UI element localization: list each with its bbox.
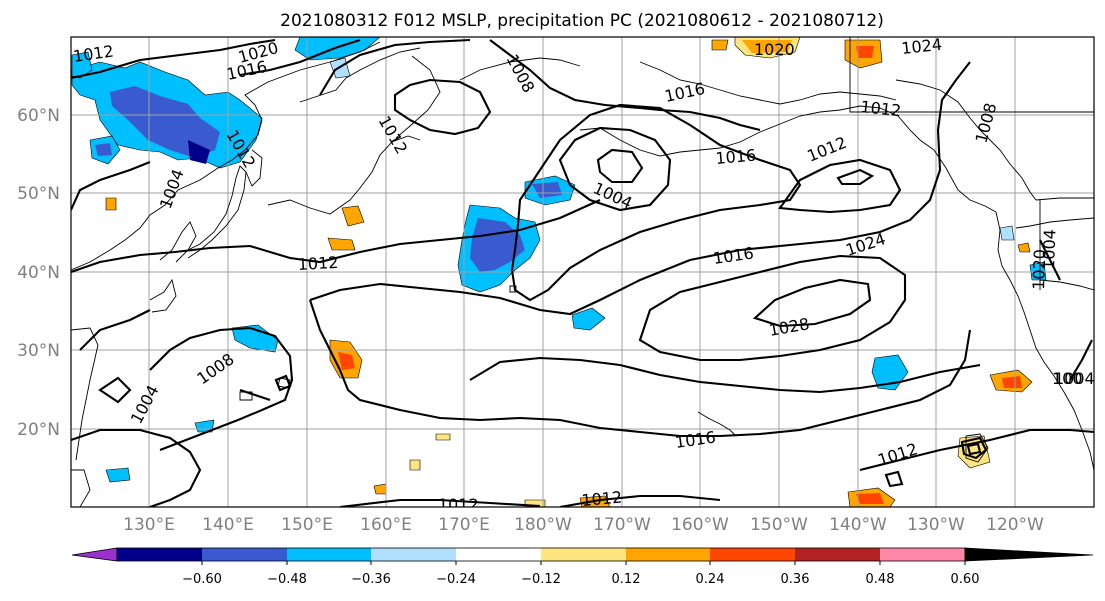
lon-label: 170°E [438, 515, 490, 535]
precip-negative-area [571, 307, 606, 331]
colorbar-label: 0.12 [612, 572, 641, 587]
latitude-labels: 60°N 50°N 40°N 30°N 20°N [17, 106, 60, 440]
colorbar-label: 0.24 [696, 572, 725, 587]
precip-positive-core [856, 493, 884, 504]
lon-label: 170°W [593, 515, 651, 535]
colorbar: −0.60 −0.48 −0.36 −0.24 −0.12 0.12 0.24 … [71, 547, 1094, 587]
isobar-label: 1012 [860, 97, 902, 120]
precip-negative-area [105, 467, 131, 483]
figure-title: 2021080312 F012 MSLP, precipitation PC (… [280, 11, 884, 31]
precip-positive-core [338, 352, 355, 370]
isobar-label: 1016 [715, 146, 757, 168]
lon-label: 140°E [202, 515, 254, 535]
isobar-label: 1020 [754, 40, 795, 59]
lon-label: 130°W [907, 515, 965, 535]
lon-label: 150°E [281, 515, 333, 535]
isobars [71, 38, 1094, 507]
lon-label: 140°W [829, 515, 887, 535]
colorbar-label: −0.24 [436, 572, 476, 587]
isobar-label: 1012 [438, 495, 479, 514]
lat-label: 40°N [17, 263, 60, 283]
precip-positive-area [327, 237, 356, 251]
isobar-label: 1004 [1054, 369, 1095, 388]
isobar-label: 1024 [900, 35, 942, 58]
lon-label: 160°W [671, 515, 729, 535]
precip-positive-area [711, 39, 729, 51]
colorbar-segment [117, 548, 202, 561]
colorbar-segment [710, 548, 795, 561]
precip-positive-core [856, 46, 874, 58]
colorbar-label: −0.36 [351, 572, 391, 587]
colorbar-label: −0.60 [182, 572, 222, 587]
colorbar-segment [287, 548, 371, 561]
colorbar-segment [626, 548, 710, 561]
precip-negative-core [532, 182, 562, 198]
lon-label: 160°E [360, 515, 412, 535]
colorbar-label: −0.12 [521, 572, 561, 587]
precip-positive-area [1017, 242, 1031, 253]
colorbar-label: 0.60 [951, 572, 980, 587]
colorbar-segment [795, 548, 880, 561]
colorbar-segment [456, 548, 541, 561]
map-frame [70, 36, 1095, 508]
colorbar-ticks [201, 561, 966, 565]
colorbar-label: 0.48 [866, 572, 895, 587]
colorbar-label: −0.48 [267, 572, 307, 587]
isobar-label: 1020 [1029, 249, 1049, 290]
precip-positive-core [1002, 376, 1022, 388]
colorbar-segment [541, 548, 626, 561]
precip-negative-area [999, 225, 1015, 241]
colorbar-labels: −0.60 −0.48 −0.36 −0.24 −0.12 0.12 0.24 … [182, 572, 979, 587]
coastlines [71, 37, 1094, 507]
precip-negative-area [1029, 261, 1047, 281]
precip-positive-area [409, 459, 421, 471]
precip-negative-core [188, 140, 210, 164]
precip-negative-core [110, 86, 220, 158]
precip-positive-area [373, 483, 387, 495]
colorbar-label: 0.36 [781, 572, 810, 587]
lon-label: 180°W [514, 515, 572, 535]
isobar-label: 1012 [297, 253, 339, 274]
lon-label: 120°W [986, 515, 1044, 535]
lat-label: 50°N [17, 184, 60, 204]
colorbar-segment [371, 548, 456, 561]
isobar-label: 1004 [1039, 229, 1059, 270]
lat-label: 20°N [17, 420, 60, 440]
gridlines [71, 37, 1094, 507]
lat-label: 60°N [17, 106, 60, 126]
precip-positive-area [341, 205, 365, 227]
precip-positive-area [435, 433, 451, 441]
precip-positive-area [105, 197, 117, 211]
colorbar-segment [880, 548, 965, 561]
lon-label: 130°E [123, 515, 175, 535]
precip-negative-area [294, 37, 381, 61]
colorbar-segment [202, 548, 287, 561]
lon-label: 150°W [750, 515, 808, 535]
precip-negative-area [231, 324, 279, 353]
longitude-labels: 130°E 140°E 150°E 160°E 170°E 180°W 170°… [123, 515, 1044, 535]
colorbar-min-arrow [71, 547, 118, 562]
precip-negative-core [95, 143, 112, 156]
isobar-label: 1012 [581, 488, 623, 510]
colorbar-max-arrow [964, 547, 1094, 562]
lat-label: 30°N [17, 341, 60, 361]
map-panel: 1012 1020 1016 1008 1012 1004 1012 1016 … [70, 35, 1095, 514]
isobar-label: 100 [1052, 369, 1083, 388]
